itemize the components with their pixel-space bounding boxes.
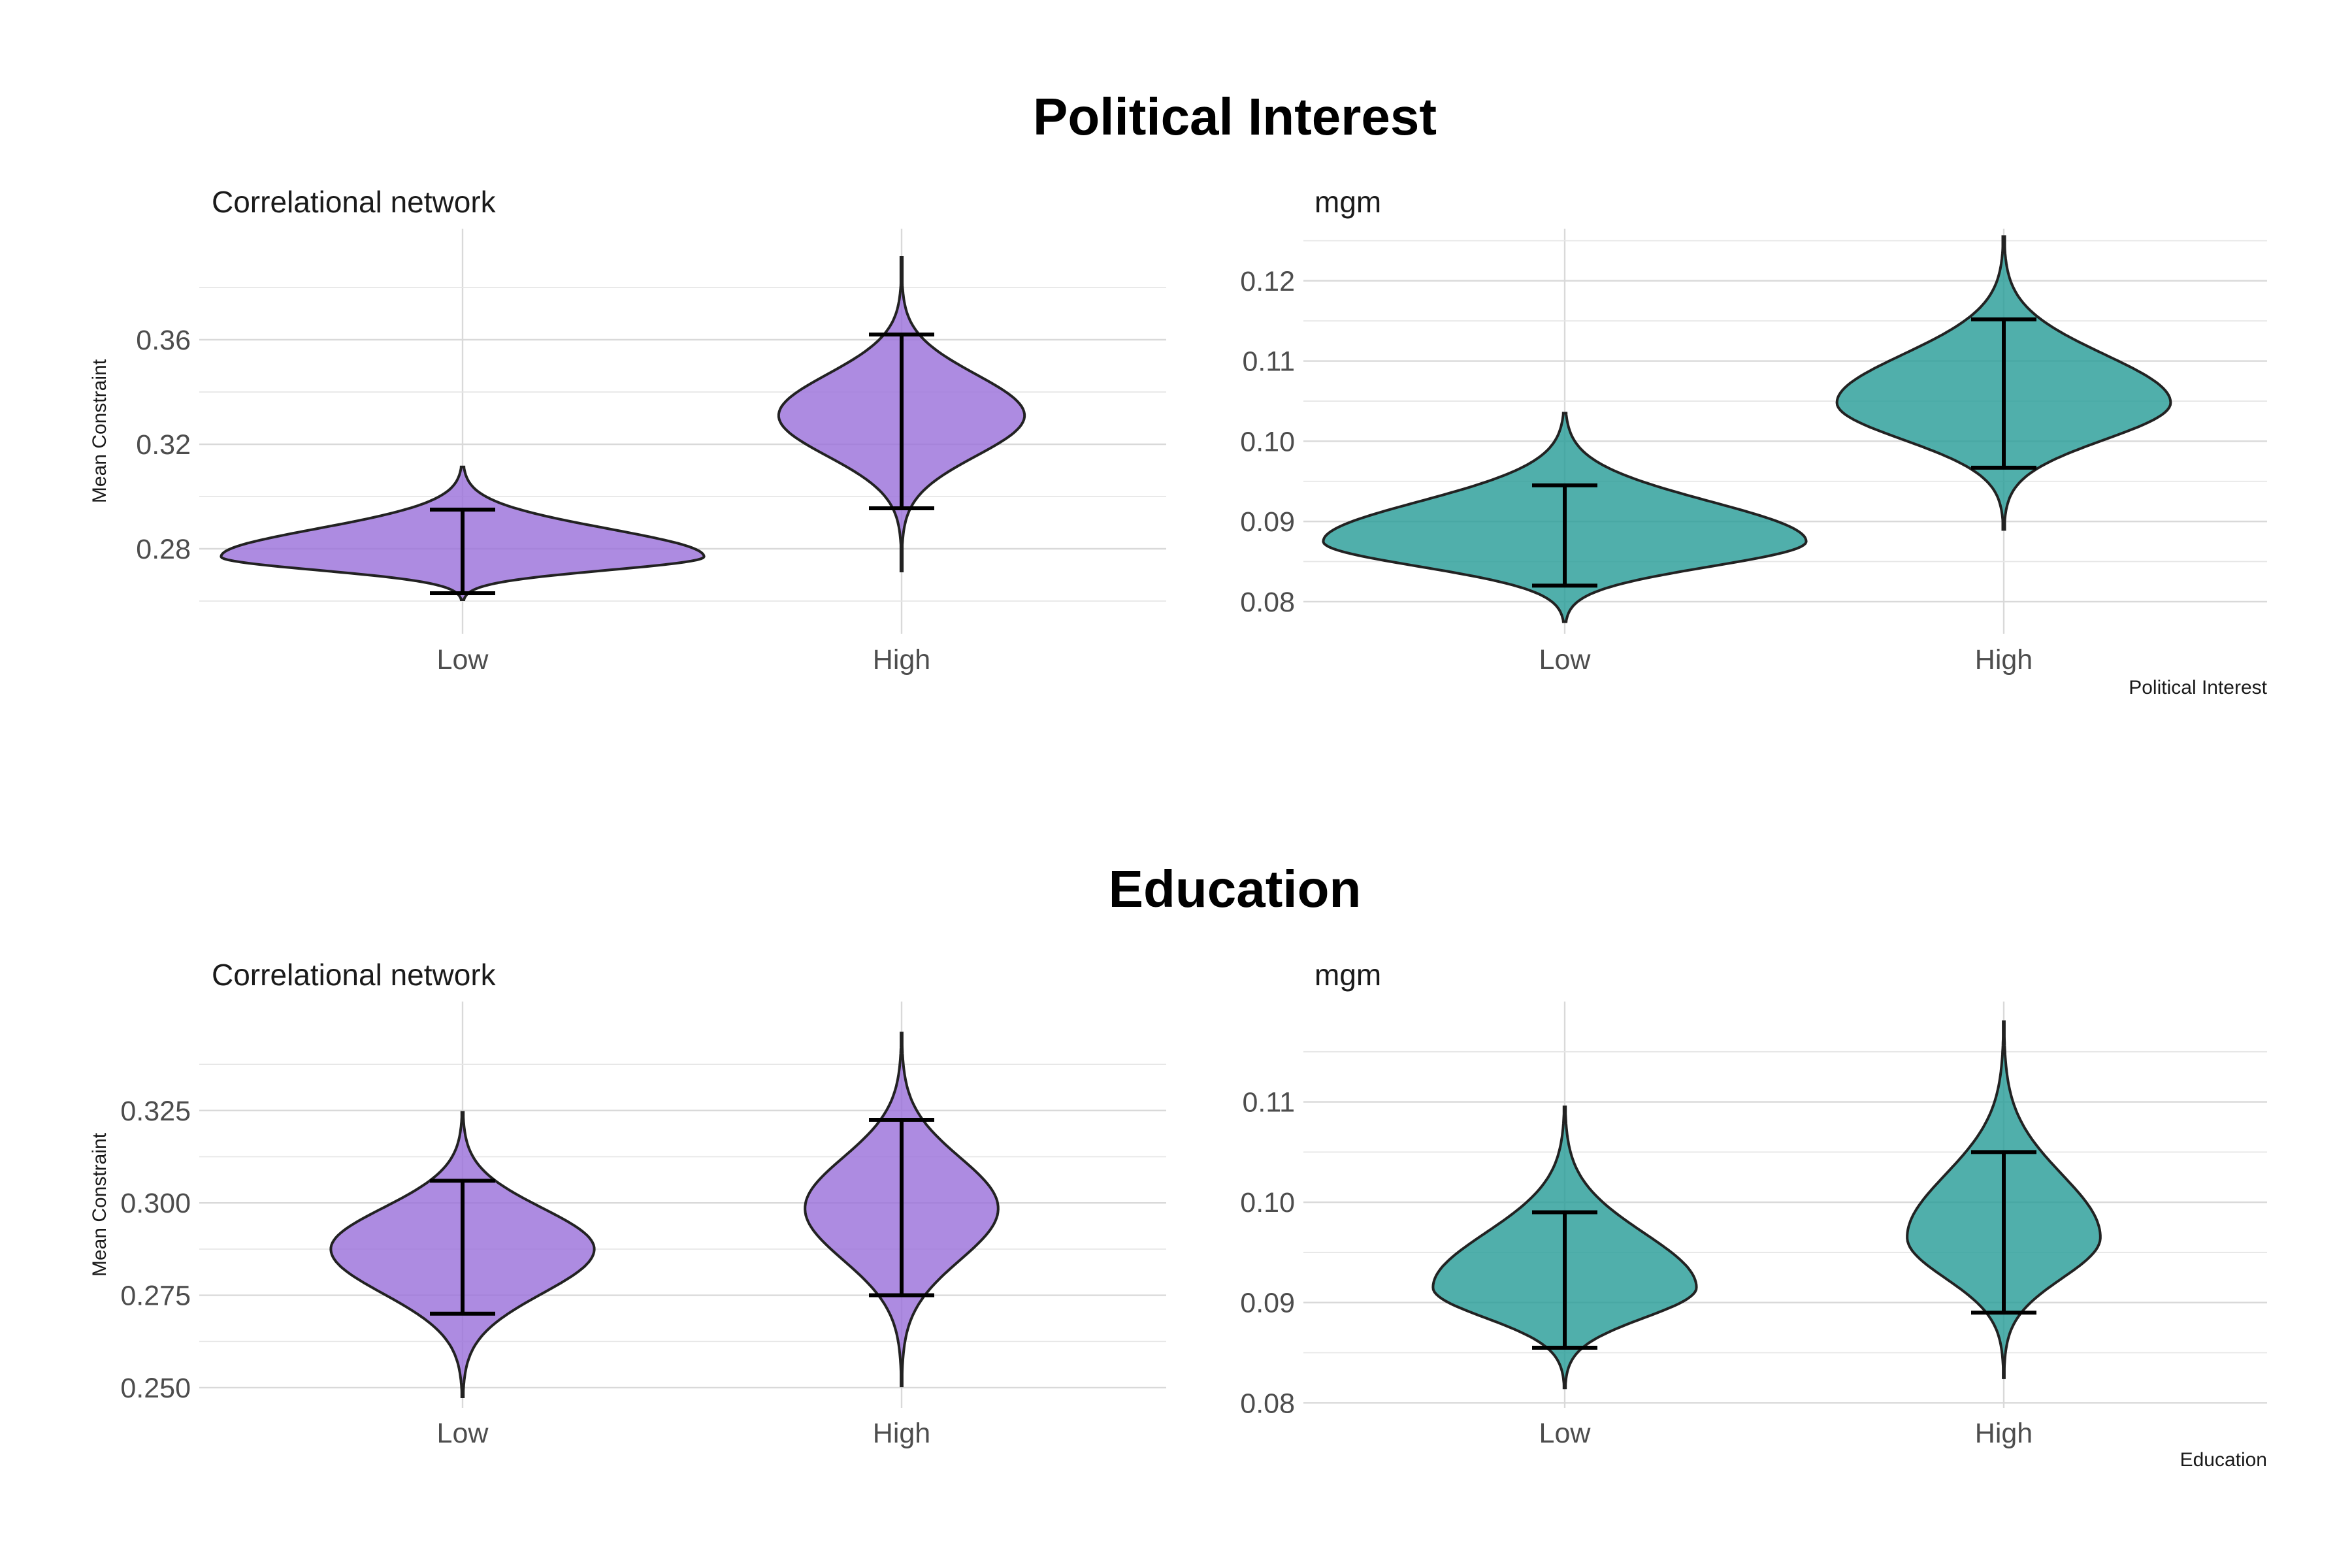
- x-tick-label-low: Low: [1539, 1418, 1592, 1449]
- y-tick-label: 0.250: [120, 1373, 191, 1404]
- y-tick-label: 0.275: [120, 1281, 191, 1312]
- y-tick-label: 0.12: [1240, 266, 1295, 297]
- row-title-education: Education: [1109, 860, 1362, 918]
- row-title-political-interest: Political Interest: [1033, 88, 1437, 146]
- x-axis-label: Political Interest: [2129, 677, 2267, 698]
- panel-title: mgm: [1315, 185, 1381, 219]
- y-axis-label: Mean Constraint: [89, 359, 110, 503]
- y-tick-label: 0.08: [1240, 1388, 1295, 1419]
- y-tick-label: 0.11: [1243, 1087, 1296, 1119]
- y-tick-label: 0.09: [1240, 506, 1295, 538]
- panel-2: 0.08 0.09 0.10 0.11 0.12 Low High mgm Political …: [1240, 185, 2267, 698]
- panel-title: Correlational network: [212, 958, 497, 992]
- y-tick-label: 0.09: [1240, 1288, 1295, 1319]
- y-tick-label: 0.300: [120, 1188, 191, 1219]
- panel-title: mgm: [1315, 958, 1381, 992]
- panel-title: Correlational network: [212, 185, 497, 219]
- y-tick-label: 0.10: [1240, 426, 1295, 457]
- x-axis-label: Education: [2180, 1449, 2267, 1471]
- chart-panels: 0.28 0.32 0.36 Low High Correlational network…: [89, 185, 2268, 1471]
- x-tick-label-high: High: [1975, 644, 2033, 676]
- panel-4: 0.08 0.09 0.10 0.11 Low High mgm Education: [1240, 958, 2267, 1471]
- panel-1: 0.28 0.32 0.36 Low High Correlational network…: [89, 185, 1166, 676]
- y-tick-label: 0.32: [136, 429, 191, 461]
- y-tick-label: 0.11: [1243, 346, 1296, 378]
- x-tick-label-low: Low: [437, 644, 489, 676]
- y-tick-label: 0.10: [1240, 1187, 1295, 1218]
- x-tick-label-high: High: [873, 644, 930, 676]
- x-tick-label-high: High: [1975, 1418, 2033, 1449]
- x-tick-label-high: High: [873, 1418, 930, 1449]
- x-tick-label-low: Low: [437, 1418, 489, 1449]
- y-tick-label: 0.08: [1240, 587, 1295, 618]
- x-tick-label-low: Low: [1539, 644, 1592, 676]
- y-tick-label: 0.28: [136, 534, 191, 565]
- panel-3: 0.250 0.275 0.300 0.325 Low High Correlational…: [89, 958, 1166, 1449]
- y-axis-label: Mean Constraint: [89, 1132, 110, 1277]
- y-tick-label: 0.325: [120, 1096, 191, 1127]
- y-tick-label: 0.36: [136, 325, 191, 356]
